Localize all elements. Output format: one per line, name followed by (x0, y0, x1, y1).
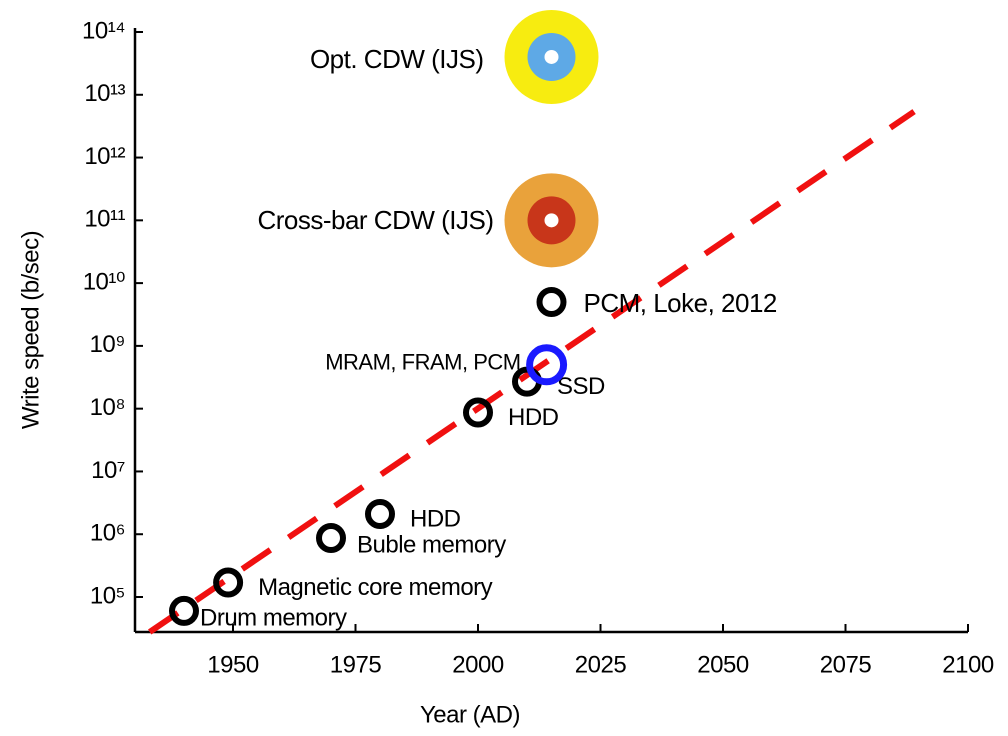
point-label: Drum memory (200, 604, 347, 631)
point-marker (536, 287, 567, 318)
disc-center (544, 49, 559, 64)
x-tick-label: 2100 (942, 651, 994, 678)
point-label: PCM, Loke, 2012 (584, 288, 777, 318)
y-tick-label: 10⁷ (91, 457, 125, 484)
y-tick-label: 10¹² (84, 143, 125, 170)
y-tick-label: 10¹³ (84, 80, 125, 107)
x-tick-label: 1950 (207, 651, 259, 678)
point-label: Buble memory (357, 531, 506, 558)
y-tick-label: 10⁸ (90, 394, 125, 421)
y-tick-label: 10⁹ (90, 331, 125, 358)
point-marker (463, 397, 493, 428)
point-label: SSD (557, 373, 605, 400)
y-tick-label: 10¹⁰ (83, 268, 125, 295)
point-label: Opt. CDW (IJS) (310, 44, 484, 74)
x-tick-label: 1975 (330, 651, 382, 678)
point-label: HDD (508, 404, 559, 431)
point-marker (169, 595, 199, 626)
y-tick-label: 10¹⁴ (82, 17, 125, 44)
cdw-marker (504, 173, 599, 268)
point-label: HDD (410, 505, 461, 532)
x-tick-label: 2025 (575, 651, 627, 678)
point-label: MRAM, FRAM, PCM (325, 350, 520, 375)
cdw-marker (504, 9, 599, 104)
disc-center (544, 213, 559, 228)
y-tick-label: 10⁵ (90, 582, 125, 609)
y-tick-label: 10¹¹ (84, 206, 125, 233)
y-axis-label: Write speed (b/sec) (17, 231, 44, 429)
x-tick-label: 2000 (452, 651, 504, 678)
point-marker (526, 344, 568, 386)
point-label: Cross-bar CDW (IJS) (257, 205, 493, 235)
x-tick-label: 2050 (697, 651, 749, 678)
x-tick-label: 2075 (820, 651, 872, 678)
point-marker (316, 523, 346, 554)
y-tick-label: 10⁶ (90, 520, 125, 547)
point-label: Magnetic core memory (258, 574, 493, 601)
point-marker (365, 498, 395, 529)
x-axis-label: Year (AD) (420, 701, 520, 728)
point-marker (213, 567, 244, 598)
